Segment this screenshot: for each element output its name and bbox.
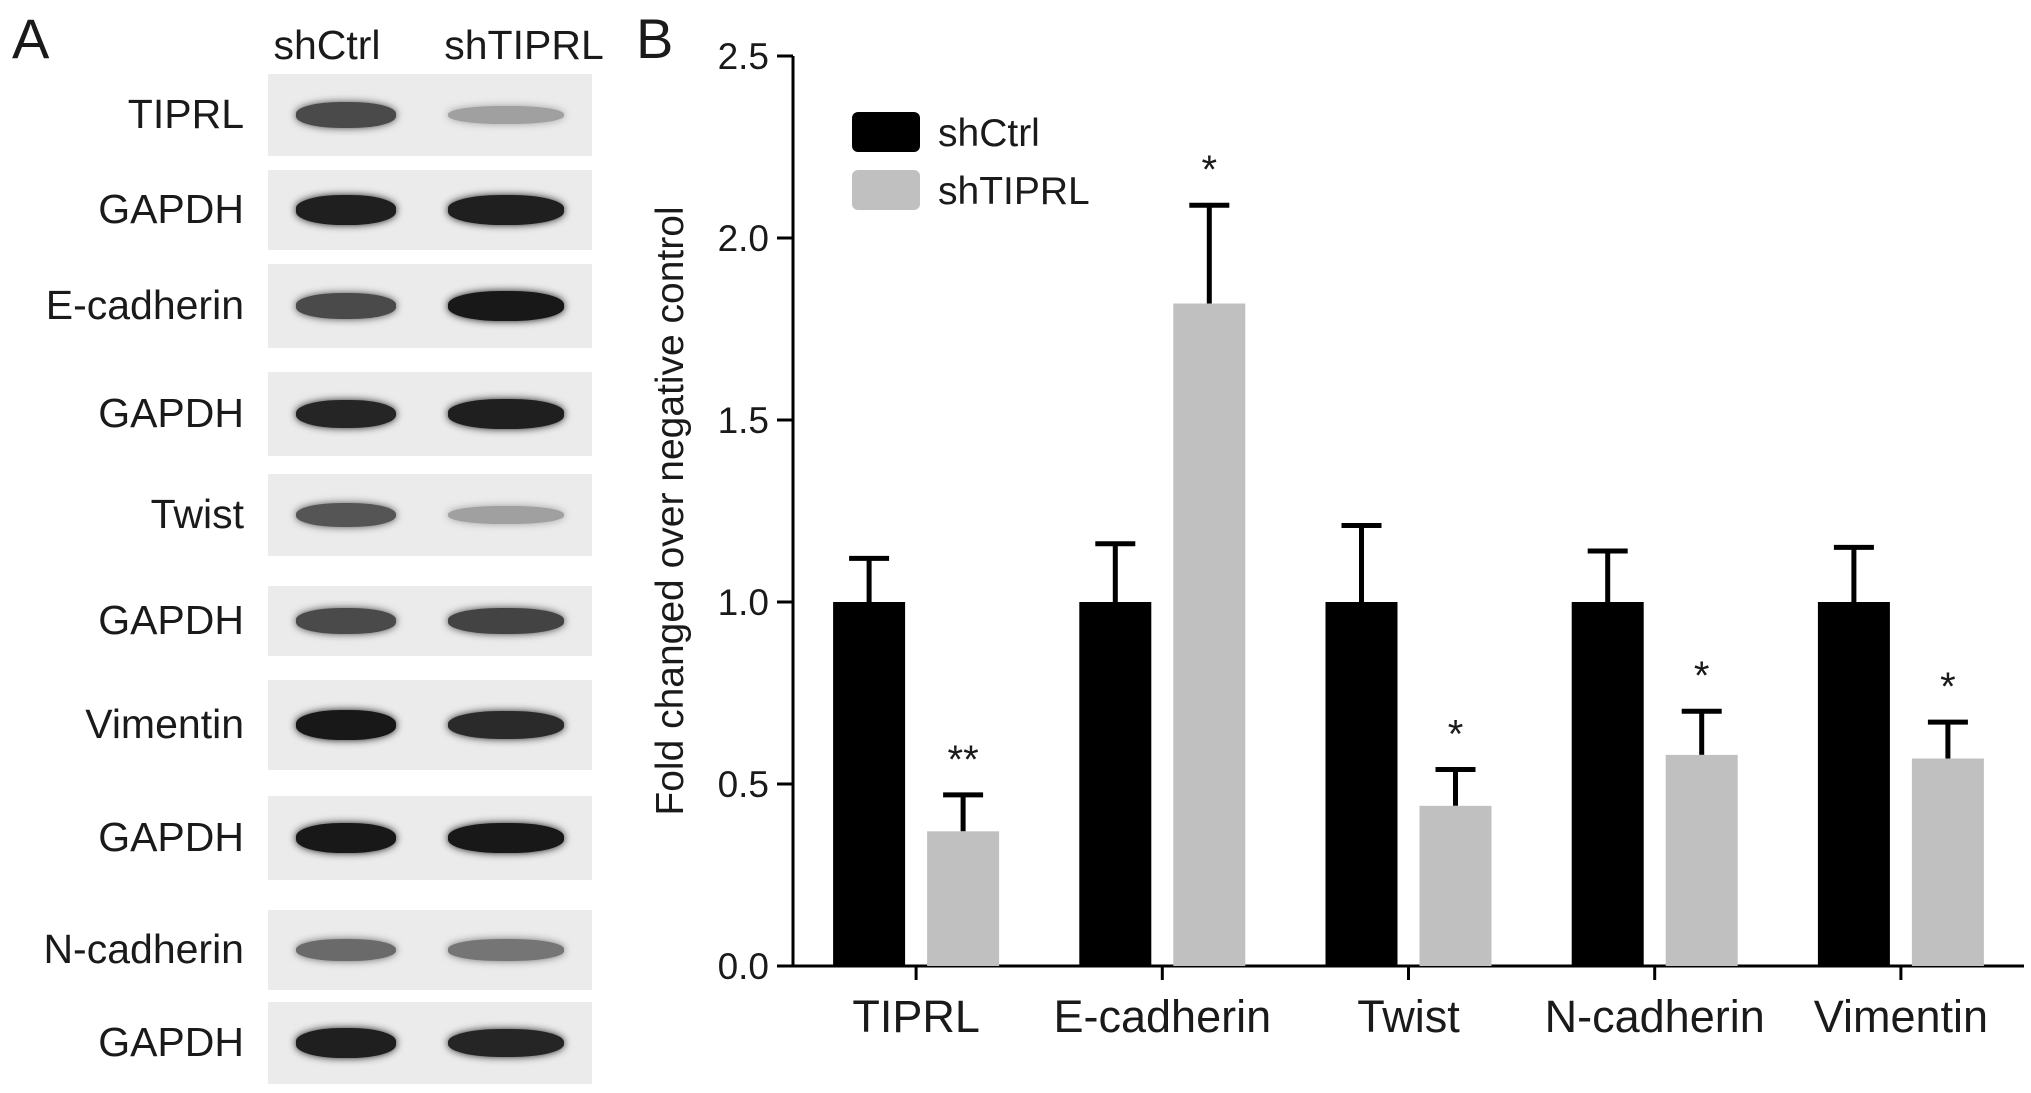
blot-strip xyxy=(268,372,592,456)
blot-strip xyxy=(268,910,592,990)
blot-strip xyxy=(268,586,592,656)
blot-label: Vimentin xyxy=(85,701,244,747)
blot-label: GAPDH xyxy=(98,814,244,860)
blot-band xyxy=(296,938,396,962)
y-tick-label: 1.0 xyxy=(718,582,769,623)
y-tick-label: 2.0 xyxy=(718,218,769,259)
blot-band xyxy=(296,102,396,128)
blot-band xyxy=(296,293,396,319)
lane-header-shctrl: shCtrl xyxy=(273,22,381,68)
x-tick-label: TIPRL xyxy=(852,991,980,1042)
bar xyxy=(927,831,1000,966)
bar xyxy=(1419,805,1492,966)
blot-label: TIPRL xyxy=(127,91,244,137)
blot-strip xyxy=(268,796,592,880)
legend-swatch xyxy=(852,170,920,210)
blot-band xyxy=(448,105,564,125)
blot-strip xyxy=(268,170,592,250)
blot-band xyxy=(448,823,564,853)
blot-band xyxy=(296,608,396,634)
panel-b-letter: B xyxy=(636,7,674,70)
blot-band xyxy=(296,710,396,740)
legend-label: shTIPRL xyxy=(938,170,1090,213)
blot-band xyxy=(448,399,564,429)
y-tick-label: 0.5 xyxy=(718,764,769,805)
bar xyxy=(1079,602,1152,966)
bar xyxy=(1325,602,1398,966)
x-tick-label: Twist xyxy=(1357,991,1460,1042)
blot-label: GAPDH xyxy=(98,186,244,232)
blot-label: GAPDH xyxy=(98,597,244,643)
significance-label: * xyxy=(1694,654,1710,698)
significance-label: * xyxy=(1202,148,1218,192)
blot-strip xyxy=(268,474,592,556)
blot-band xyxy=(296,823,396,853)
blot-label: GAPDH xyxy=(98,1019,244,1065)
blot-strip xyxy=(268,264,592,348)
x-tick-label: E-cadherin xyxy=(1053,991,1271,1042)
blot-band xyxy=(296,195,396,225)
blot-band xyxy=(448,505,564,525)
bar xyxy=(1571,602,1644,966)
y-axis-label: Fold changed over negative control xyxy=(649,206,692,815)
bar xyxy=(1911,758,1984,966)
y-tick-label: 0.0 xyxy=(718,946,769,987)
blot-band xyxy=(448,291,564,321)
blot-strip xyxy=(268,1002,592,1084)
blot-band xyxy=(448,1028,564,1058)
y-tick-label: 2.5 xyxy=(718,36,769,77)
blot-band xyxy=(448,710,564,740)
bar xyxy=(833,602,906,966)
blot-band xyxy=(448,195,564,225)
blot-band xyxy=(296,399,396,429)
bar xyxy=(1173,303,1246,966)
blot-label: GAPDH xyxy=(98,390,244,436)
blot-band xyxy=(448,607,564,634)
blot-band xyxy=(448,939,564,961)
y-tick-label: 1.5 xyxy=(718,400,769,441)
significance-label: * xyxy=(1940,665,1956,709)
blot-band xyxy=(296,1028,396,1058)
bar xyxy=(1817,602,1890,966)
blot-label: Twist xyxy=(150,491,244,537)
legend-label: shCtrl xyxy=(938,112,1040,155)
lane-header-shtiprl: shTIPRL xyxy=(444,22,604,68)
blot-strip xyxy=(268,680,592,770)
blot-label: N-cadherin xyxy=(43,926,244,972)
x-tick-label: N-cadherin xyxy=(1545,991,1765,1042)
blot-label: E-cadherin xyxy=(45,282,244,328)
significance-label: * xyxy=(1448,712,1464,756)
blot-band xyxy=(296,502,396,528)
blot-strip xyxy=(268,74,592,156)
x-tick-label: Vimentin xyxy=(1814,991,1988,1042)
bar xyxy=(1665,754,1738,966)
panel-a-letter: A xyxy=(12,7,50,70)
legend-swatch xyxy=(852,112,920,152)
significance-label: ** xyxy=(948,738,979,782)
